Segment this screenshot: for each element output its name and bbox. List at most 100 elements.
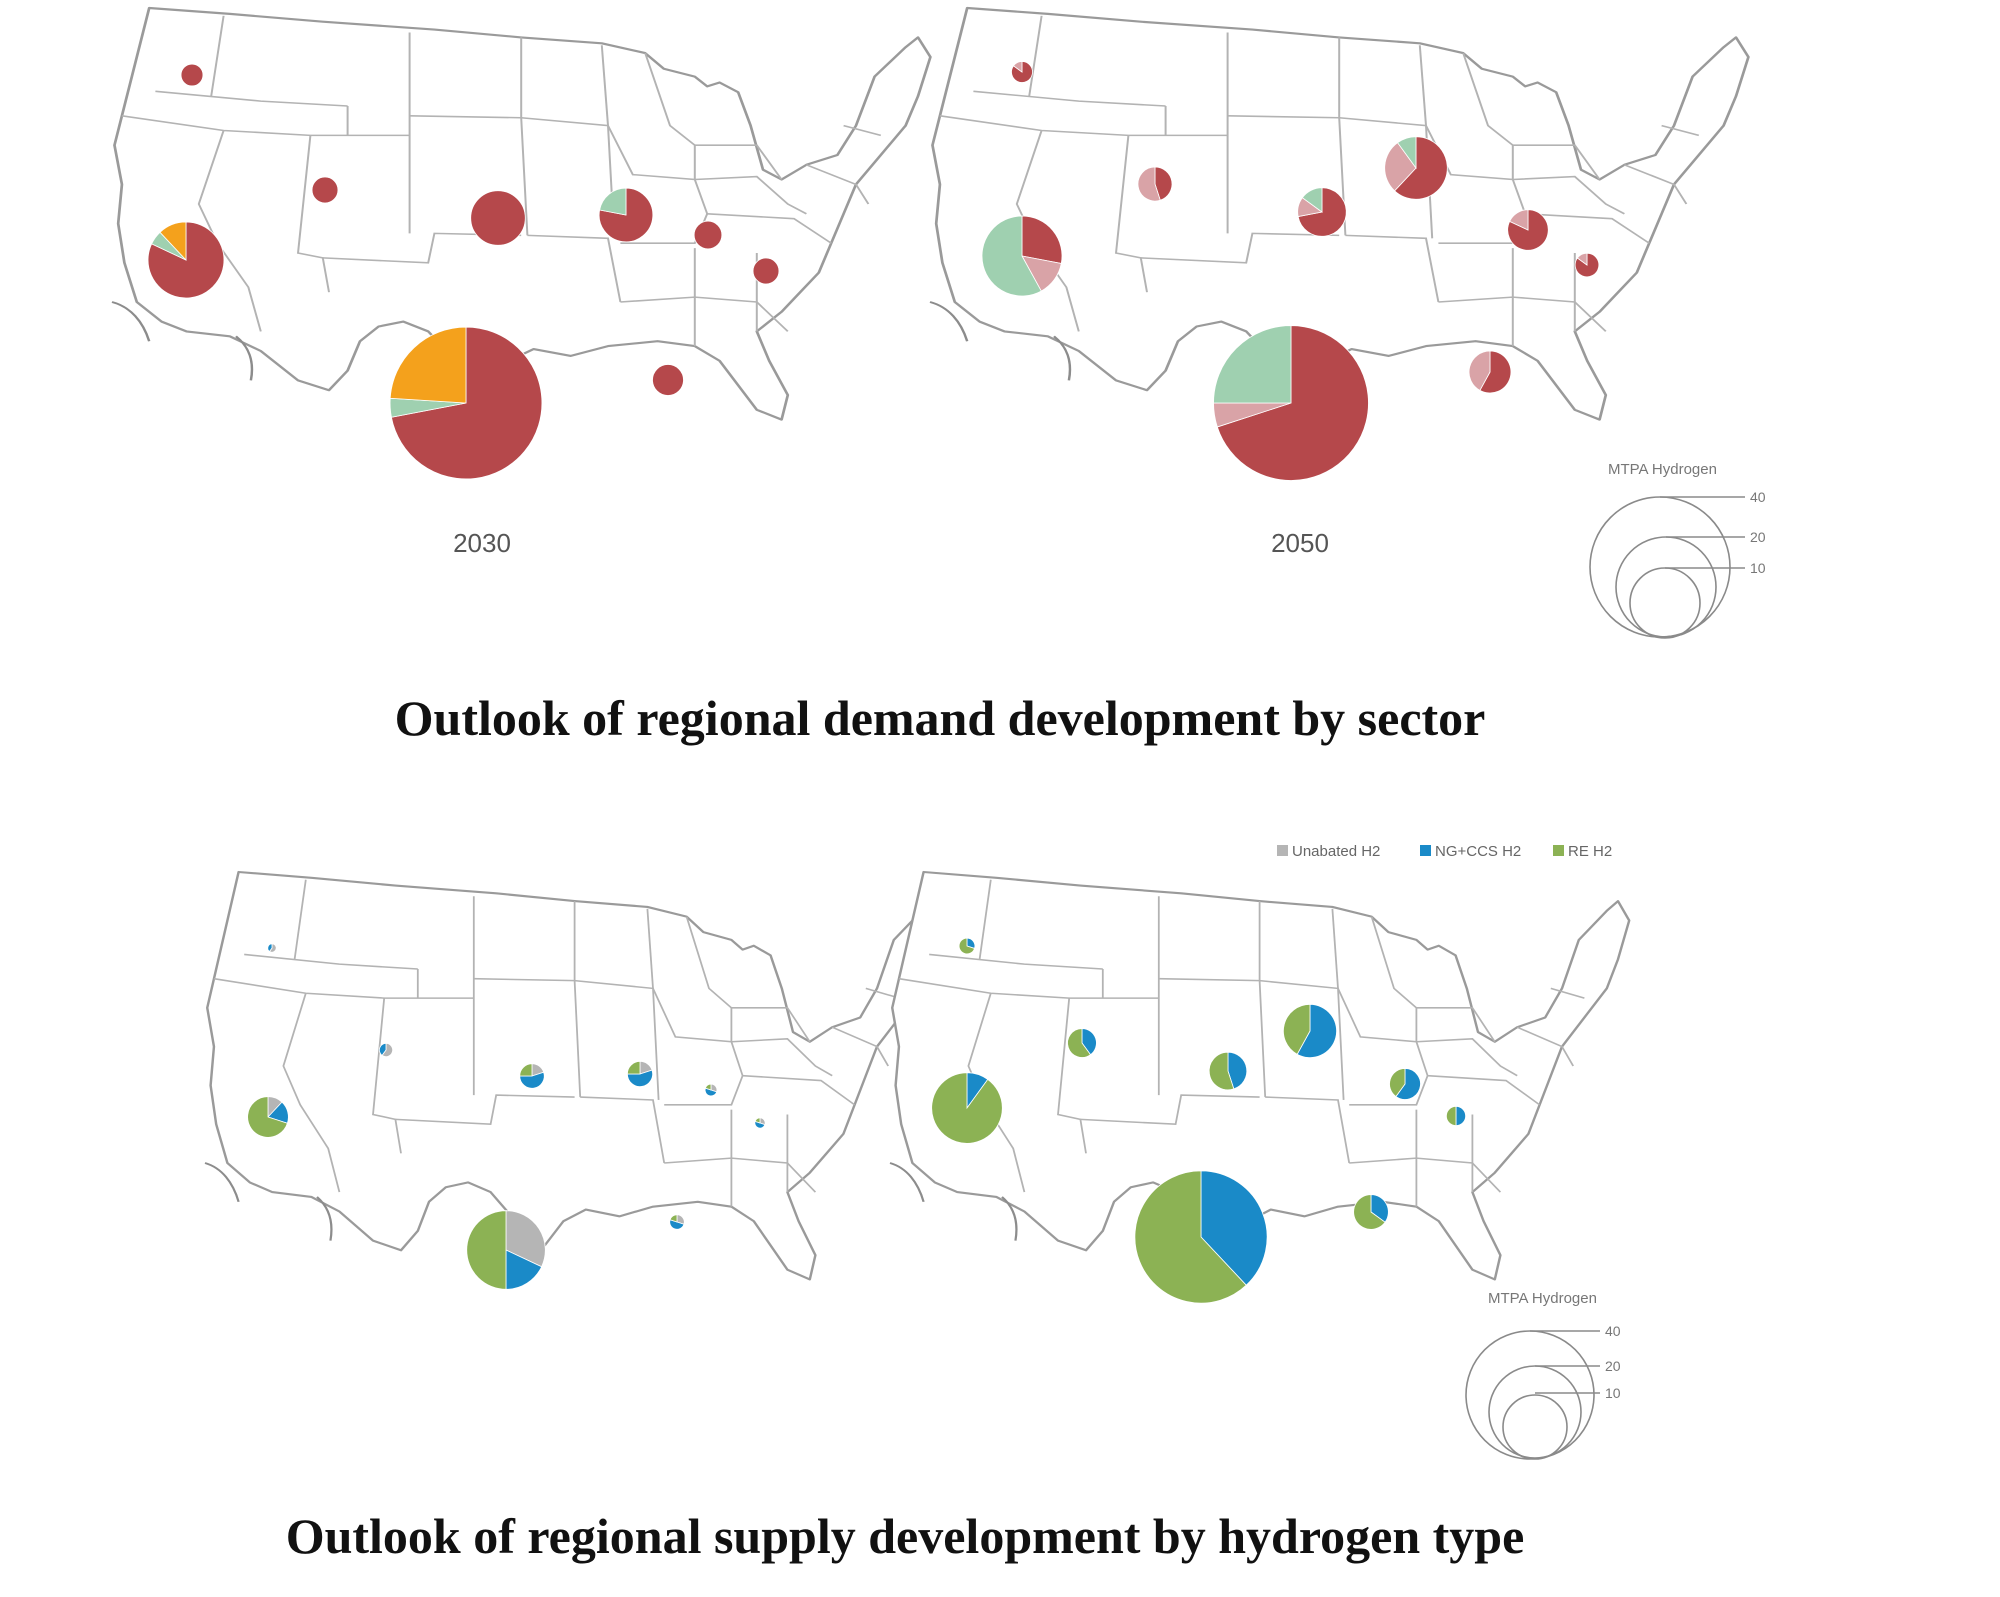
demand-2050-bubble-northwest [1011, 61, 1033, 83]
supply-2030-slice-texas-1 [505, 1249, 543, 1290]
demand-2030-pies [147, 63, 780, 480]
demand-2050-bubble-southeast [1468, 350, 1512, 394]
demand-2030-bubble-california [147, 221, 225, 299]
supply-2030-bubble-great-lakes [626, 1060, 653, 1087]
supply-2030-bubble-mid-atlantic [754, 1117, 766, 1129]
size-ring-40 [1589, 496, 1731, 638]
supply-2030-bubble-mountain [378, 1042, 394, 1058]
size-legend-title: MTPA Hydrogen [1608, 461, 1717, 478]
supply-2050-slice-northwest-2 [958, 937, 976, 955]
supply-section-title: Outlook of regional supply development b… [286, 1508, 1525, 1564]
supply-2050-bubble-california [931, 1072, 1003, 1144]
demand-2050-bubble-great-lakes [1384, 136, 1448, 200]
demand-2050-slice-ohio-1 [1509, 209, 1529, 231]
demand-2030-bubble-mid-atlantic [752, 257, 780, 285]
key-swatch-unabated [1277, 845, 1288, 856]
supply-2050-bubble-mid-atlantic [1445, 1105, 1467, 1127]
supply-2050-slice-texas-2 [1134, 1170, 1247, 1304]
supply-size-legend-value-40: 40 [1605, 1323, 1621, 1339]
supply-2050-slice-california-2 [931, 1072, 1003, 1144]
supply-2030-slice-mountain-1 [378, 1042, 387, 1056]
supply-2030-slice-northwest-1 [267, 943, 273, 952]
supply-2030-slice-mountain-0 [381, 1042, 394, 1058]
supply-2050-slice-ohio-1 [1395, 1068, 1421, 1100]
supply-type-legend: Unabated H2 NG+CCS H2 RE H2 [1277, 843, 1612, 860]
demand-2030-slice-great-lakes-1 [599, 187, 627, 216]
supply-2050-pies [931, 937, 1467, 1304]
demand-2030-slice-southeast-0 [652, 364, 684, 396]
supply-size-legend-value-20: 20 [1605, 1358, 1621, 1374]
supply-2050-bubble-texas [1134, 1170, 1268, 1304]
demand-size-legend: MTPA Hydrogen 40 20 10 [1589, 461, 1766, 639]
demand-2050-slice-texas-2 [1213, 325, 1292, 404]
supply-2030-slice-mid-atlantic-2 [754, 1117, 761, 1124]
demand-2050-bubble-texas [1213, 325, 1369, 481]
supply-2030-bubble-texas [466, 1210, 546, 1290]
key-label-re: RE H2 [1568, 843, 1612, 860]
supply-2050-bubble-mountain [1067, 1028, 1097, 1058]
supply-2030-pies [247, 943, 766, 1290]
supply-size-legend-value-10: 10 [1605, 1385, 1621, 1401]
supply-2030-slice-ohio-1 [704, 1087, 718, 1097]
demand-2050-slice-great-lakes-1 [1384, 142, 1417, 192]
supply-2050-slice-great-lakes-1 [1296, 1003, 1337, 1058]
demand-2050-bubble-ohio [1507, 209, 1549, 251]
supply-2050-slice-great-lakes-2 [1283, 1003, 1311, 1055]
supply-2030-slice-ohio-2 [704, 1083, 712, 1091]
demand-2050-slice-southeast-0 [1479, 350, 1512, 394]
demand-2030-slice-california-2 [159, 221, 187, 262]
supply-2050-slice-mountain-1 [1081, 1028, 1097, 1056]
supply-2030-bubble-california [247, 1096, 289, 1138]
supply-2030-slice-plains-2 [519, 1063, 533, 1077]
supply-2050-bubble-plains [1208, 1051, 1248, 1091]
size-legend-value-40: 40 [1750, 489, 1766, 505]
demand-2030-slice-northwest-0 [180, 63, 204, 87]
supply-2030-map [203, 870, 946, 1281]
demand-2030-slice-plains-0 [470, 190, 526, 246]
supply-2030-slice-great-lakes-2 [626, 1060, 641, 1075]
supply-2030-bubble-ohio [704, 1083, 718, 1097]
supply-2050-bubble-northwest [958, 937, 976, 955]
demand-2050-pies [981, 61, 1600, 481]
supply-2050-bubble-great-lakes [1283, 1003, 1337, 1058]
demand-2050-slice-california-2 [981, 215, 1042, 297]
supply-2050-slice-ohio-2 [1389, 1068, 1406, 1098]
demand-2030-bubble-great-lakes [598, 187, 654, 243]
supply-2030-bubble-southeast [669, 1214, 685, 1230]
demand-2050-bubble-mid-atlantic [1574, 252, 1600, 278]
supply-2030-slice-texas-0 [505, 1210, 546, 1268]
supply-2030-bubble-plains [519, 1063, 545, 1089]
key-swatch-ngccs [1420, 845, 1431, 856]
supply-2030-slice-southeast-1 [669, 1219, 685, 1230]
demand-2050-bubble-california [981, 215, 1063, 297]
supply-2030-slice-northwest-0 [268, 943, 277, 953]
key-swatch-re [1553, 845, 1564, 856]
key-label-unabated: Unabated H2 [1292, 843, 1380, 860]
supply-2050-bubble-southeast [1353, 1194, 1389, 1230]
supply-size-ring-20 [1488, 1365, 1582, 1459]
demand-2050-slice-great-lakes-0 [1394, 136, 1448, 200]
demand-2050-slice-great-lakes-2 [1397, 136, 1417, 170]
supply-2030-slice-california-2 [247, 1096, 288, 1138]
demand-2050-slice-plains-2 [1301, 187, 1323, 213]
size-ring-10 [1629, 567, 1701, 639]
demand-2030-slice-texas-2 [389, 326, 467, 404]
supply-2050-slice-southeast-2 [1353, 1194, 1386, 1230]
demand-2030-slice-mountain-0 [311, 176, 339, 204]
supply-2030-bubble-northwest [267, 943, 277, 953]
supply-size-legend: MTPA Hydrogen 40 20 10 [1465, 1290, 1621, 1460]
supply-2050-slice-mid-atlantic-1 [1455, 1105, 1467, 1127]
supply-2050-slice-texas-1 [1200, 1170, 1268, 1286]
demand-2050-slice-california-0 [1021, 215, 1063, 264]
demand-2030-slice-mid-atlantic-0 [752, 257, 780, 285]
demand-2030-bubble-plains [470, 190, 526, 246]
demand-2050-slice-southeast-1 [1468, 350, 1491, 391]
supply-2050-slice-mountain-2 [1067, 1028, 1092, 1058]
size-legend-value-10: 10 [1750, 560, 1766, 576]
supply-2050-slice-southeast-1 [1370, 1194, 1389, 1223]
demand-2030-bubble-texas [389, 326, 543, 480]
supply-2050-bubble-ohio [1389, 1068, 1421, 1100]
size-ring-20 [1615, 536, 1717, 638]
supply-2030-slice-southeast-2 [669, 1214, 678, 1223]
